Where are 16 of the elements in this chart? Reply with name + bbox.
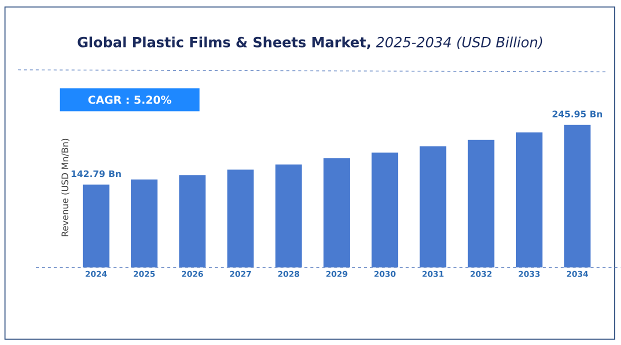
bar bbox=[420, 146, 446, 268]
bar bbox=[131, 179, 158, 268]
bar bbox=[468, 140, 494, 268]
bar bbox=[275, 164, 302, 268]
bar bbox=[82, 184, 110, 268]
text: CAGR : 5.20% bbox=[88, 96, 172, 104]
y-axis-title: Revenue (USD Mn/Bn) bbox=[61, 138, 70, 236]
data-label: 142.79 Bn bbox=[72, 170, 121, 178]
bar bbox=[324, 158, 350, 268]
bar bbox=[372, 152, 398, 268]
bar bbox=[227, 170, 254, 268]
bar bbox=[564, 124, 591, 268]
bar bbox=[179, 175, 206, 268]
chart-title: Global Plastic Films & Sheets Market, 2025-2034 (USD Billion) bbox=[78, 36, 542, 50]
bar bbox=[516, 132, 542, 268]
data-label: 245.95 Bn bbox=[552, 110, 602, 118]
